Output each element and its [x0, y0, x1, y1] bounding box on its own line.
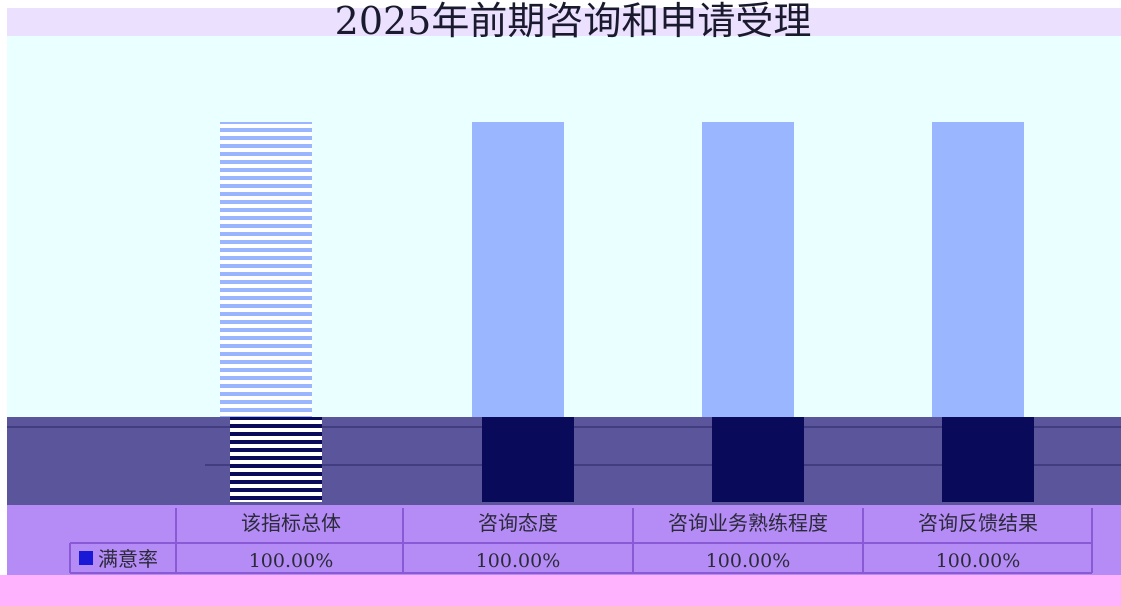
legend-series-name: 满意率	[98, 547, 158, 571]
bar-shadow	[942, 417, 1034, 502]
value-label: 100.00%	[936, 550, 1021, 572]
bar-shadow	[230, 417, 322, 502]
bar	[932, 122, 1024, 417]
category-labels: 该指标总体 咨询态度 咨询业务熟练程度 咨询反馈结果	[241, 511, 1038, 535]
bar	[220, 122, 312, 417]
bar-shadow	[712, 417, 804, 502]
category-label: 该指标总体	[241, 511, 341, 535]
category-label: 咨询业务熟练程度	[668, 511, 828, 535]
value-label: 100.00%	[249, 550, 334, 572]
chart-title: 2025年前期咨询和申请受理	[335, 0, 812, 43]
bar	[472, 122, 564, 417]
category-label: 咨询反馈结果	[918, 511, 1038, 535]
data-table-grid	[69, 508, 1093, 574]
category-label: 咨询态度	[478, 511, 558, 535]
value-labels: 100.00% 100.00% 100.00% 100.00%	[249, 550, 1021, 572]
bars	[220, 122, 1034, 502]
value-label: 100.00%	[476, 550, 561, 572]
bar-shadow	[482, 417, 574, 502]
data-table	[7, 505, 1121, 575]
legend-marker	[79, 551, 93, 565]
page-bottom-band	[0, 575, 1121, 606]
value-label: 100.00%	[706, 550, 791, 572]
title-band	[7, 8, 1121, 36]
bar	[702, 122, 794, 417]
